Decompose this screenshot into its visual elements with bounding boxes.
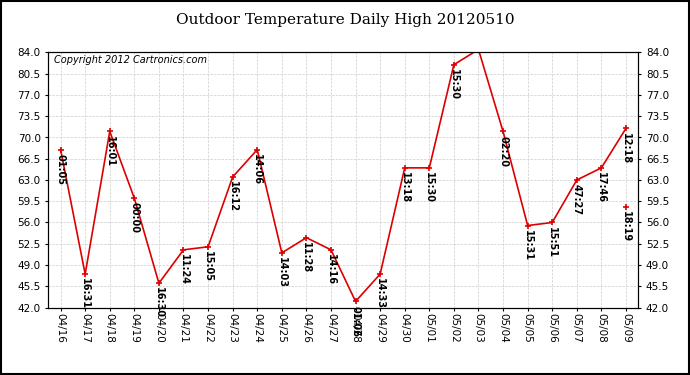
Text: 14:33: 14:33 — [375, 278, 385, 309]
Text: Outdoor Temperature Daily High 20120510: Outdoor Temperature Daily High 20120510 — [176, 13, 514, 27]
Text: 01:06: 01:06 — [351, 306, 361, 337]
Text: 14:03: 14:03 — [277, 257, 287, 288]
Text: 11:28: 11:28 — [302, 242, 311, 273]
Text: 16:30: 16:30 — [154, 287, 164, 318]
Text: 13:18: 13:18 — [400, 172, 410, 203]
Text: 47:27: 47:27 — [572, 184, 582, 215]
Text: 16:01: 16:01 — [105, 136, 115, 166]
Text: 14:07: 14:07 — [0, 374, 1, 375]
Text: 11:24: 11:24 — [179, 254, 188, 285]
Text: 02:20: 02:20 — [498, 136, 508, 166]
Text: 16:31: 16:31 — [80, 278, 90, 309]
Text: 15:31: 15:31 — [522, 230, 533, 261]
Text: 00:00: 00:00 — [129, 202, 139, 233]
Text: 15:51: 15:51 — [547, 226, 558, 258]
Text: 17:46: 17:46 — [596, 172, 607, 203]
Text: 18:19: 18:19 — [621, 211, 631, 243]
Text: 15:05: 15:05 — [203, 251, 213, 282]
Text: 16:12: 16:12 — [228, 181, 237, 212]
Text: 14:06: 14:06 — [253, 154, 262, 185]
Text: 15:30: 15:30 — [449, 69, 459, 100]
Text: 01:05: 01:05 — [56, 154, 66, 185]
Text: 14:16: 14:16 — [326, 254, 336, 285]
Text: 12:18: 12:18 — [621, 132, 631, 164]
Text: Copyright 2012 Cartronics.com: Copyright 2012 Cartronics.com — [55, 55, 207, 65]
Text: 15:30: 15:30 — [424, 172, 434, 203]
